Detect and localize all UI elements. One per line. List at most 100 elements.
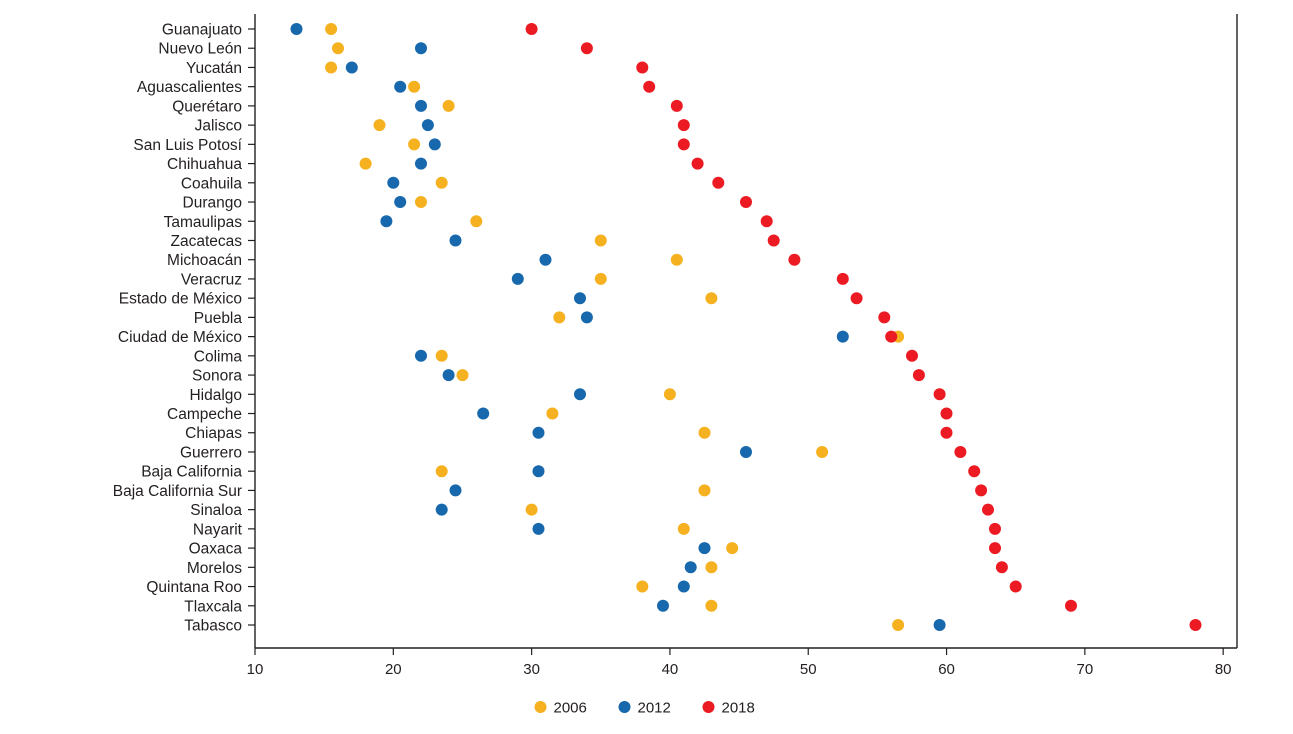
dot-2012 [387,176,400,189]
y-axis-label: Jalisco [195,118,242,135]
dot-2006 [677,522,690,535]
y-axis-label: Baja California [141,464,242,481]
y-axis-label: San Luis Potosí [133,137,242,154]
y-axis-label: Chiapas [185,425,242,442]
dot-2006 [553,311,566,324]
y-axis-label: Sinaloa [190,502,242,519]
dot-2018 [989,542,1001,555]
dot-2012 [574,388,586,401]
dot-2012 [290,23,303,35]
dot-2018 [878,311,891,324]
dot-2006 [325,23,338,35]
y-axis-label: Guanajuato [162,22,242,39]
y-axis-label: Coahuila [181,175,243,192]
y-axis-label: Nuevo León [158,41,242,58]
dot-2018 [788,253,801,266]
x-axis-tick-label: 80 [1215,661,1232,678]
dot-2006 [816,446,829,458]
dot-2012 [539,253,552,266]
dot-2018 [968,465,981,478]
y-axis-label: Ciudad de México [118,329,242,346]
dot-2018 [712,176,725,189]
dot-2006 [332,42,344,55]
dot-2018 [740,196,752,208]
legend-swatch-2012 [618,701,631,713]
dot-2018 [982,503,994,516]
x-axis-tick-label: 50 [800,661,817,678]
dot-2006 [408,80,421,93]
dot-2018 [995,561,1008,574]
dot-2012 [449,234,462,247]
y-axis-label: Puebla [194,310,243,327]
y-axis-label: Querétaro [172,98,242,115]
dot-2018 [525,23,538,35]
dot-2012 [345,61,358,74]
dot-2018 [643,80,656,93]
dot-2018 [670,99,683,112]
legend-label-2012: 2012 [638,700,671,717]
dot-2006 [415,196,427,208]
dot-2006 [456,369,469,382]
dot-2012 [477,407,490,420]
dot-2012 [415,99,427,112]
y-axis-label: Tamaulipas [164,214,243,231]
y-axis-label: Yucatán [186,60,242,77]
y-axis-label: Veracruz [181,271,242,288]
dot-2012 [574,292,586,305]
dot-2018 [1065,599,1077,612]
y-axis-label: Colima [194,348,243,365]
dot-2018 [580,42,593,55]
dot-2018 [1009,580,1022,593]
dot-2012 [532,522,545,535]
dot-2012 [677,580,690,593]
dot-2006 [435,176,448,189]
dot-2018 [1189,619,1202,631]
dot-2018 [836,272,849,285]
dot-2006 [705,292,718,305]
dot-2006 [705,561,718,574]
dot-2006 [435,349,448,362]
dot-2018 [933,388,946,401]
x-axis-tick-label: 70 [1077,661,1094,678]
dot-2012 [435,503,448,516]
dot-2012 [394,196,407,208]
dot-2018 [912,369,925,382]
x-axis-tick-label: 20 [385,661,402,678]
dot-2006 [442,99,455,112]
dot-2018 [940,407,953,420]
x-axis-tick-label: 60 [938,661,955,678]
y-axis-label: Oaxaca [189,541,243,558]
dot-2018 [940,426,953,439]
dot-2006 [594,272,607,285]
dot-2012 [442,369,455,382]
dot-2006 [470,215,483,228]
y-axis-label: Zacatecas [170,233,242,250]
y-axis-label: Michoacán [167,252,242,269]
y-axis-label: Aguascalientes [137,79,242,96]
dot-2018 [636,61,649,74]
y-axis-label: Quintana Roo [146,579,242,596]
x-axis-tick-label: 40 [662,661,679,678]
dot-2012 [394,80,407,93]
dot-2012 [415,157,427,170]
dot-2006 [663,388,676,401]
y-axis-label: Sonora [192,368,242,385]
dot-2006 [408,138,421,151]
dot-2018 [760,215,773,228]
dot-2018 [906,349,918,362]
dot-2012 [933,619,946,631]
dot-2006 [594,234,607,247]
x-axis-tick-label: 30 [523,661,540,678]
dot-2012 [511,272,524,285]
dot-2018 [885,330,898,343]
dot-2006 [546,407,559,420]
dot-2018 [989,522,1001,535]
y-axis-label: Chihuahua [167,156,242,173]
dot-2006 [325,61,338,74]
y-axis-label: Guerrero [180,444,242,461]
dot-2012 [532,465,545,478]
dot-2006 [726,542,739,555]
dot-2006 [698,484,711,497]
